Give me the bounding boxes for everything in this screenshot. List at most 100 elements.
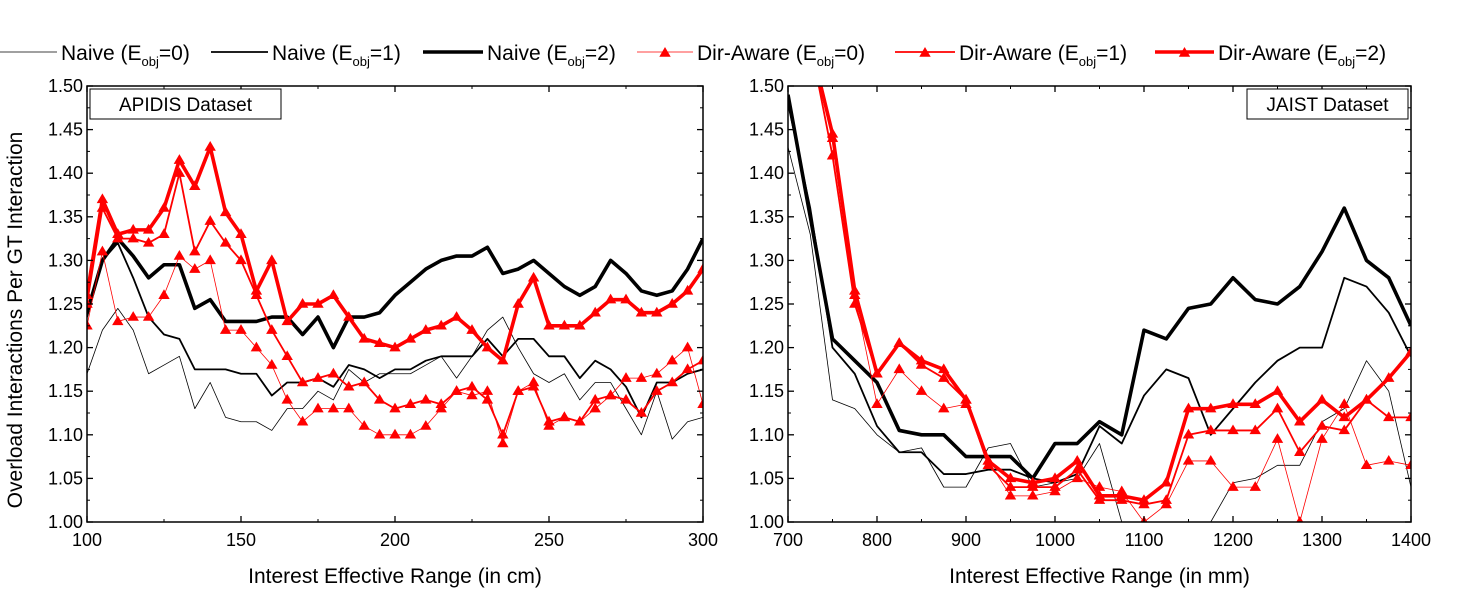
data-point [527,271,540,282]
data-point [915,354,928,365]
series [788,103,1411,484]
data-point [189,245,201,256]
data-point [127,232,139,243]
data-point [404,332,417,343]
data-point [527,380,540,391]
y-axis-title: Overload Interactions Per GT Interaction [4,132,27,509]
x-tick-label: 200 [380,530,410,550]
y-tick-label: 1.10 [48,425,83,445]
data-point [915,385,928,395]
series [818,86,1411,504]
data-point [497,354,509,365]
data-point [158,202,170,212]
data-point [1227,398,1239,408]
data-point [1227,424,1239,435]
legend-item: Naive (Eobj=1) [211,42,401,69]
series-line [788,103,1411,484]
data-point [343,402,355,413]
data-point [189,263,201,273]
data-point [281,350,293,361]
data-point [343,380,355,391]
data-point [1004,472,1017,483]
data-point [142,223,155,234]
y-tick-label: 1.10 [749,425,784,445]
x-tick-label: 1000 [1035,530,1075,550]
data-point [173,154,186,164]
series [87,307,703,440]
data-point [512,298,524,308]
data-point [1182,428,1195,439]
panel-label: JAIST Dataset [1266,95,1389,116]
data-point [849,284,861,295]
data-point [558,319,571,330]
legend: Naive (Eobj=0) Naive (Eobj=1) Naive (Eobj=… [0,42,1386,69]
legend-label: Dir-Aware (Eobj=0) [697,42,865,69]
y-tick-label: 1.40 [749,163,784,183]
legend-label: Naive (Eobj=0) [61,42,190,69]
data-point [281,315,293,326]
series [87,236,703,350]
data-point [938,402,950,413]
data-point [112,228,124,238]
data-point [543,319,555,330]
data-point [635,407,648,417]
x-tick-label: 1300 [1302,530,1342,550]
data-point [1182,402,1195,413]
data-point [373,393,386,404]
legend-item: Naive (Eobj=0) [0,42,190,69]
data-point [112,315,124,326]
legend-label: Dir-Aware (Eobj=1) [959,42,1127,69]
data-point [1205,454,1217,465]
data-point [420,324,432,334]
data-point [960,393,972,404]
data-point [87,319,93,330]
data-point [589,306,601,317]
data-point [87,298,93,308]
data-point [666,298,678,308]
data-point [1271,433,1284,443]
data-point [1383,411,1395,422]
data-point [697,354,703,365]
data-point [389,428,401,439]
data-point [1360,459,1373,470]
y-tick-label: 1.50 [48,76,83,96]
data-point [142,236,155,247]
data-point [296,298,309,308]
legend-marker [659,47,671,57]
x-tick-label: 900 [951,530,981,550]
data-point [219,324,232,334]
data-point [1116,489,1128,500]
data-point [266,359,278,369]
series-line [87,307,703,440]
data-point [1271,385,1284,395]
data-point [481,385,494,395]
data-point [558,411,571,422]
data-point [404,398,417,408]
data-point [358,420,370,430]
data-point [1316,433,1328,443]
data-point [1249,398,1261,408]
data-point [327,289,340,299]
legend-label: Naive (Eobj=1) [272,42,401,69]
data-point [296,376,309,387]
y-tick-label: 1.30 [48,250,83,270]
data-point [1093,489,1106,500]
data-point [312,372,324,382]
data-point [327,402,340,413]
x-axis-title: Interest Effective Range (in mm) [949,565,1250,588]
data-point [373,337,386,347]
y-tick-label: 1.00 [749,512,784,532]
data-point [589,393,601,404]
data-point [1227,481,1239,491]
data-point [450,311,463,321]
data-point [450,385,463,395]
data-point [589,402,601,413]
data-point [235,254,247,265]
data-point [1338,424,1350,435]
data-point [204,215,216,225]
data-point [1071,472,1083,483]
data-point [219,206,232,217]
data-point [466,380,478,391]
data-point [681,341,694,352]
x-tick-label: 1200 [1213,530,1253,550]
